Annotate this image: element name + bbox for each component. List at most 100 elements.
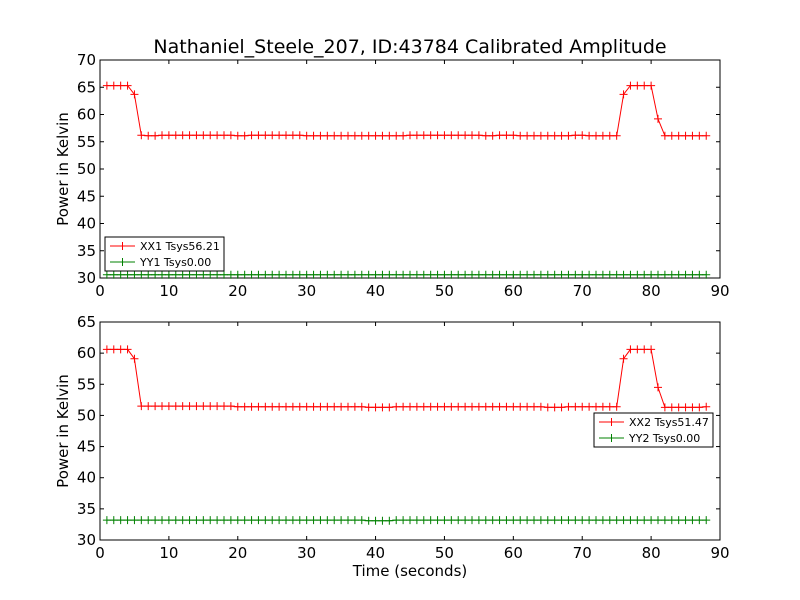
data-point [412,270,421,279]
data-point [454,131,463,140]
data-point [275,402,284,411]
data-point [468,270,476,279]
data-point [158,131,166,140]
series-2 [102,516,711,525]
data-point [564,270,573,279]
data-point [468,131,476,140]
data-point [660,516,669,525]
x-tick-label: 30 [297,282,316,300]
data-point [220,270,228,279]
y-axis-label: Power in Kelvin [54,374,72,488]
data-point [268,131,277,140]
data-point [626,516,635,525]
data-point [695,131,704,140]
data-point [378,403,387,412]
data-point [213,516,222,525]
data-point [647,270,656,279]
data-point [378,131,387,140]
data-point [461,131,470,140]
data-point [385,403,394,412]
series-2 [102,270,711,279]
data-point [474,516,483,525]
data-point [226,402,235,411]
data-point [130,270,139,279]
data-point [605,131,614,140]
data-point [295,131,304,140]
data-point [592,270,600,279]
data-point [247,131,256,140]
data-point [178,402,187,411]
data-point [288,270,297,279]
data-point [240,402,249,411]
data-point [344,131,352,140]
data-point [102,516,111,525]
data-point [543,403,552,412]
data-point [158,402,166,411]
data-point [688,403,697,412]
y-tick-label: 35 [77,242,96,260]
legend-label: XX1 Tsys56.21 [140,240,220,253]
data-point [585,270,594,279]
data-point [447,516,456,525]
data-point [164,402,173,411]
data-point [702,270,711,279]
data-point [116,516,125,525]
data-point [226,270,235,279]
data-point [123,270,132,279]
data-point [171,270,180,279]
data-point [530,402,538,411]
data-point [392,131,401,140]
data-point [206,270,215,279]
x-tick-label: 60 [504,544,523,562]
data-point [151,402,160,411]
data-point [667,270,676,279]
y-tick-label: 70 [77,51,96,69]
x-tick-label: 0 [95,282,105,300]
data-point [144,270,153,279]
y-tick-label: 55 [77,133,96,151]
x-tick-label: 10 [159,544,178,562]
data-point [247,270,256,279]
data-point [681,516,690,525]
x-axis-label: Time (seconds) [352,562,468,580]
data-point [536,131,545,140]
data-point [130,516,139,525]
data-point [592,402,600,411]
data-point [171,131,180,140]
legend-label: YY1 Tsys0.00 [139,256,211,269]
chart-title: Nathaniel_Steele_207, ID:43784 Calibrate… [153,36,666,58]
data-point [399,270,408,279]
data-point [344,402,352,411]
data-point [502,131,511,140]
data-point [192,131,201,140]
data-point [612,516,621,525]
data-point [337,402,346,411]
x-tick-label: 70 [573,282,592,300]
data-point [481,402,490,411]
data-point [550,270,559,279]
legend-box [104,236,225,272]
data-point [364,270,373,279]
x-tick-label: 40 [366,282,385,300]
data-point [564,131,573,140]
data-point [185,270,194,279]
data-point [309,270,318,279]
data-point [199,131,208,140]
data-point [681,403,690,412]
data-point [137,131,146,140]
data-point [233,131,242,140]
x-tick-label: 20 [228,544,247,562]
data-point [302,402,311,411]
data-point [178,516,187,525]
data-point [137,270,146,279]
data-point [282,516,290,525]
x-tick-label: 80 [642,282,661,300]
data-point [199,402,208,411]
data-point [571,270,580,279]
data-point [516,516,525,525]
data-point [440,402,449,411]
data-point [116,81,125,90]
data-point [226,516,235,525]
